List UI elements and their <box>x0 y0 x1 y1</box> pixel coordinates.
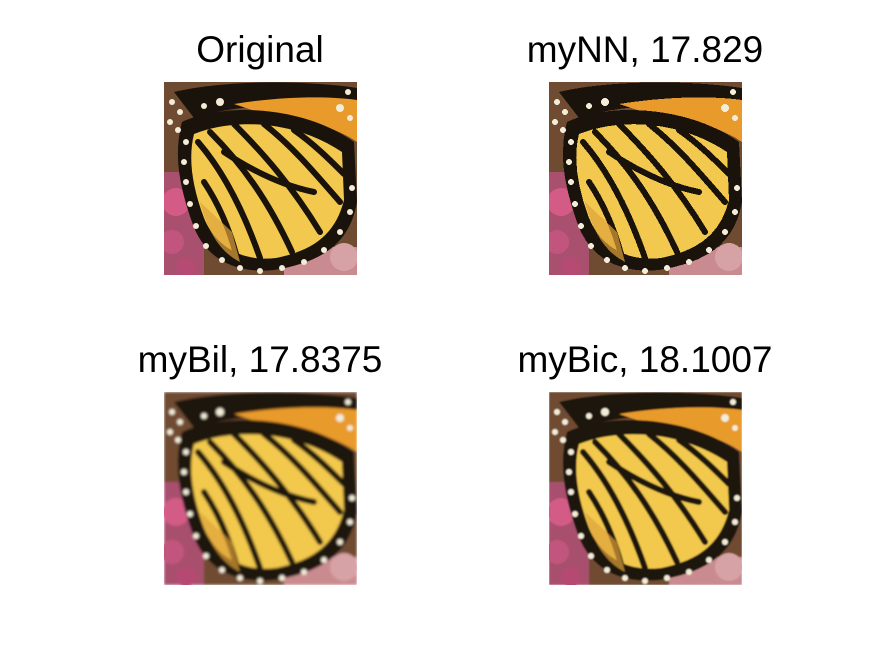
panel-title: Original <box>196 29 324 70</box>
butterfly-wing-image-bicubic <box>549 392 742 585</box>
panel-title: myNN, 17.829 <box>526 29 764 70</box>
butterfly-wing-image-bilinear <box>164 392 357 585</box>
panel-title: myBic, 18.1007 <box>517 339 773 380</box>
butterfly-wing-image-nearest-neighbor <box>549 82 742 275</box>
panel-title: myBil, 17.8375 <box>137 339 383 380</box>
butterfly-wing-image-original <box>164 82 357 275</box>
